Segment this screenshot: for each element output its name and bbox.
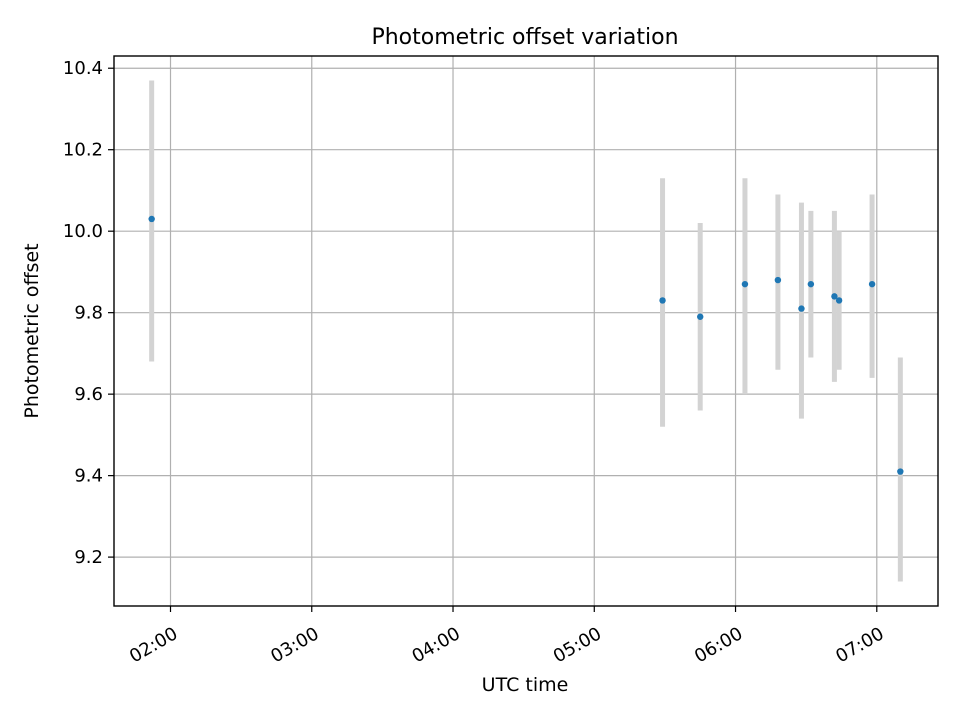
x-tick-label: 06:00	[691, 623, 746, 667]
data-point	[697, 313, 704, 320]
point-layer	[148, 215, 904, 475]
data-point	[807, 280, 815, 288]
x-tick-label: 04:00	[408, 623, 463, 667]
y-tick-label: 10.0	[63, 221, 103, 242]
x-tick-label: 03:00	[267, 623, 322, 667]
chart-title: Photometric offset variation	[371, 25, 678, 50]
y-tick-label: 10.2	[63, 140, 103, 161]
x-axis-label: UTC time	[482, 674, 569, 696]
y-tick-label: 9.4	[74, 466, 103, 487]
data-point	[148, 215, 155, 223]
y-tick-label: 9.6	[74, 384, 103, 405]
data-point	[868, 280, 876, 288]
data-point	[774, 276, 782, 284]
errorbar-layer	[149, 80, 903, 582]
x-tick-label: 02:00	[126, 623, 181, 667]
x-tick-label: 07:00	[832, 623, 887, 667]
grid-layer	[114, 56, 938, 606]
data-point	[897, 468, 904, 475]
y-tick-label: 10.4	[63, 58, 103, 79]
y-axis-label: Photometric offset	[21, 243, 43, 418]
y-tick-label: 9.2	[74, 547, 103, 568]
data-point	[835, 297, 843, 304]
data-point	[798, 305, 805, 312]
data-point	[741, 280, 749, 288]
data-point	[831, 293, 838, 300]
plot-frame	[113, 55, 939, 607]
x-tick-label: 05:00	[550, 623, 605, 667]
data-point	[659, 297, 666, 304]
y-tick-label: 9.8	[74, 303, 103, 324]
